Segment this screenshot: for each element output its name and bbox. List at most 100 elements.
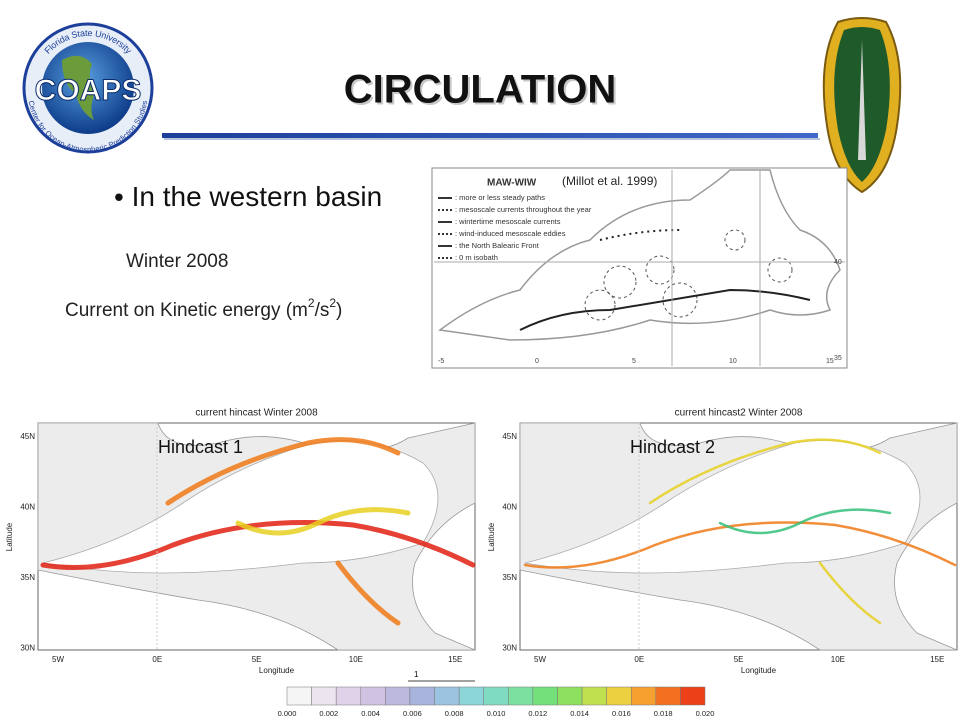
- inset-frame: [431, 167, 848, 369]
- inset-map: MAW-WIW (Millot et al. 1999) : more or l…: [431, 167, 848, 369]
- inset-x-tick: 15: [826, 358, 834, 365]
- inset-legend: : more or less steady paths : mesoscale c…: [438, 193, 592, 262]
- x-tick-label: 5W: [52, 655, 64, 664]
- caption-text: Current on Kinetic energy (m: [65, 300, 308, 321]
- inset-y-tick: 35: [834, 355, 842, 362]
- colorbar-swatch: [508, 686, 534, 706]
- inset-x-tick: 10: [729, 358, 737, 365]
- colorbar-label: 0.002: [319, 709, 338, 718]
- legend-text: : wintertime mesoscale currents: [455, 217, 561, 226]
- colorbar-label: 0.000: [278, 709, 297, 718]
- colorbar-label: 0.008: [445, 709, 464, 718]
- colorbar-swatch: [360, 686, 386, 706]
- colorbar-swatch: [385, 686, 411, 706]
- colorbar-swatch: [483, 686, 509, 706]
- y-tick-label: 30N: [502, 644, 517, 653]
- panel-title: current hincast Winter 2008: [195, 408, 318, 419]
- y-tick-label: 35N: [20, 573, 35, 582]
- colorbar-swatch: [532, 686, 558, 706]
- scale-arrow-label: 1: [414, 670, 419, 679]
- colorbar-label: 0.020: [696, 709, 715, 718]
- legend-text: : 0 m isobath: [455, 253, 498, 262]
- current-streak: [335, 560, 401, 626]
- y-tick-label: 45N: [502, 432, 517, 441]
- x-tick-label: 0E: [634, 655, 644, 664]
- colorbar-label: 0.014: [570, 709, 589, 718]
- panel-title: current hincast2 Winter 2008: [675, 408, 803, 419]
- colorbar: 0.000 0.002 0.004 0.006 0.008 0.010 0.012 0.014…: [278, 686, 715, 718]
- x-tick-label: 5E: [252, 655, 262, 664]
- panel-label: Hindcast 1: [158, 437, 243, 457]
- y-tick-label: 45N: [20, 432, 35, 441]
- colorbar-swatch: [630, 686, 657, 706]
- panel-label: Hindcast 2: [630, 437, 715, 457]
- x-tick-label: 5W: [534, 655, 546, 664]
- current-streak: [818, 561, 882, 625]
- colorbar-label: 0.018: [654, 709, 673, 718]
- map-panel: current hincast2 Winter 2008 Hindcast 2 45…: [487, 408, 958, 675]
- title-shadow: CIRCULATION: [346, 70, 619, 114]
- x-tick-label: 0E: [152, 655, 162, 664]
- title: CIRCULATION: [344, 68, 617, 112]
- colorbar-swatch: [434, 686, 460, 706]
- colorbar-swatch: [286, 686, 312, 706]
- map-panel: current hincast Winter 2008 Hindcast 1 45N…: [5, 408, 476, 675]
- inset-x-tick: 5: [632, 358, 636, 365]
- panels: current hincast Winter 2008 Hindcast 1 45N…: [5, 408, 958, 682]
- y-tick-label: 30N: [20, 644, 35, 653]
- colorbar-swatch: [311, 686, 337, 706]
- colorbar-swatch: [680, 686, 706, 706]
- caption-mid: /s: [315, 300, 330, 321]
- caption-sup: 2: [308, 296, 315, 310]
- current-streak: [235, 507, 411, 536]
- colorbar-swatch: [409, 686, 435, 706]
- colorbar-swatch: [655, 686, 681, 706]
- colorbar-label: 0.016: [612, 709, 631, 718]
- sea-basin: [42, 440, 439, 574]
- bullet: • In the western basin: [114, 181, 382, 212]
- y-tick-label: 40N: [20, 503, 35, 512]
- inset-x-tick: -5: [438, 358, 444, 365]
- y-axis-label: Latitude: [487, 522, 496, 551]
- x-tick-label: 10E: [349, 655, 363, 664]
- legend-text: : mesoscale currents throughout the year: [455, 205, 592, 214]
- colorbar-swatch: [581, 686, 607, 706]
- legend-text: : more or less steady paths: [455, 193, 545, 202]
- colorbar-swatch: [458, 686, 484, 706]
- current-streak: [718, 508, 892, 535]
- colorbar-label: 0.004: [361, 709, 380, 718]
- colorbar-label: 0.006: [403, 709, 422, 718]
- y-tick-label: 40N: [502, 503, 517, 512]
- inset-ticks: -5 0 5 10 15 40 35: [438, 259, 842, 365]
- inset-x-tick: 0: [535, 358, 539, 365]
- current-streak: [165, 437, 401, 506]
- y-axis-label: Latitude: [5, 522, 14, 551]
- season: Winter 2008: [126, 251, 228, 272]
- sea-basin: [524, 440, 921, 574]
- inset-y-tick: 40: [834, 259, 842, 266]
- emblem: [822, 17, 902, 194]
- title-rule: [162, 133, 818, 138]
- x-tick-label: 5E: [734, 655, 744, 664]
- bullet-text: In the western basin: [132, 181, 383, 212]
- logo-name: COAPS: [35, 74, 142, 107]
- y-tick-label: 35N: [502, 573, 517, 582]
- legend-text: : wind-induced mesoscale eddies: [455, 229, 566, 238]
- coaps-logo: COAPS Florida State University Center fo…: [22, 22, 154, 154]
- colorbar-label: 0.012: [528, 709, 547, 718]
- colorbar-swatch: [557, 686, 583, 706]
- caption-end: ): [336, 300, 342, 321]
- x-tick-label: 15E: [930, 655, 944, 664]
- current-streak: [40, 520, 476, 570]
- current-streak: [648, 438, 882, 505]
- inset-title: MAW-WIW: [487, 178, 537, 189]
- current-streak: [523, 521, 957, 569]
- x-tick-label: 10E: [831, 655, 845, 664]
- caption: Current on Kinetic energy (m2/s2): [65, 296, 342, 321]
- colorbar-swatch: [606, 686, 632, 706]
- title-rule-shadow: [164, 138, 820, 140]
- legend-text: : the North Balearic Front: [455, 241, 540, 250]
- x-tick-label: 15E: [448, 655, 462, 664]
